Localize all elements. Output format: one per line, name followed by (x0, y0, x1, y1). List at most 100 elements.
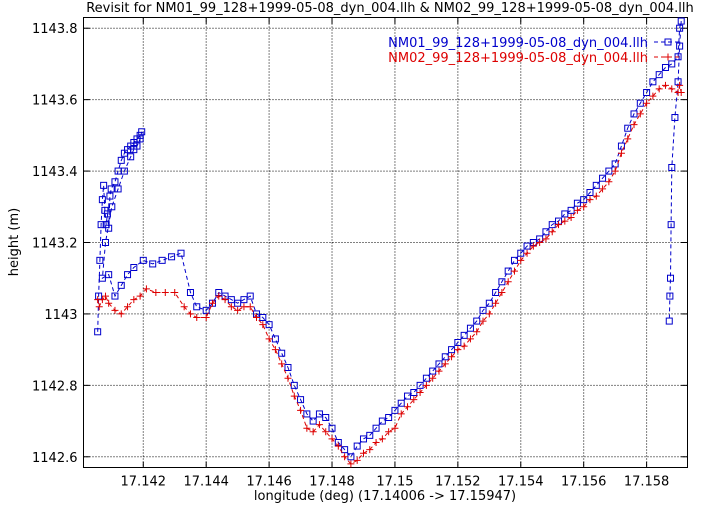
data-point (328, 435, 336, 443)
data-point (130, 264, 138, 271)
data-point (322, 414, 330, 421)
series-2 (94, 81, 685, 468)
data-point (186, 310, 194, 318)
x-tick-label: 17.144 (183, 475, 229, 490)
data-point (378, 435, 386, 443)
y-tick-label: 1143.2 (32, 237, 78, 252)
data-point (103, 210, 111, 218)
data-point (193, 314, 201, 321)
data-point (297, 406, 305, 414)
data-point (284, 374, 292, 382)
data-point (284, 364, 292, 371)
data-point (624, 124, 632, 132)
series-line (97, 20, 682, 458)
legend-label: NM02_99_128+1999-05-08_dyn_004.llh (388, 51, 648, 66)
y-tick-label: 1143 (44, 308, 77, 323)
data-point (149, 260, 157, 268)
x-tick-label: 17.154 (498, 475, 544, 490)
plot-frame (83, 17, 688, 468)
data-point (655, 71, 663, 79)
data-point (271, 346, 279, 354)
data-point (94, 328, 102, 336)
data-point (649, 78, 657, 86)
data-point (643, 99, 651, 107)
data-point (592, 181, 600, 189)
legend: NM01_99_128+1999-05-08_dyn_004.llhNM02_9… (388, 36, 682, 66)
data-point (676, 24, 684, 32)
data-point (599, 185, 607, 193)
data-point (127, 153, 135, 161)
data-point (98, 196, 106, 204)
data-point (611, 167, 619, 175)
data-point (117, 310, 125, 318)
data-point (366, 446, 374, 454)
data-point (561, 210, 569, 218)
data-point (240, 296, 248, 304)
data-point (580, 203, 588, 211)
chart-title: Revisit for NM01_99_128+1999-05-08_dyn_0… (86, 1, 694, 16)
data-point (105, 224, 113, 232)
data-point (668, 85, 676, 93)
data-point (171, 289, 179, 296)
x-tick-label: 17.142 (121, 475, 167, 490)
data-point (667, 221, 675, 229)
data-point (385, 414, 393, 421)
data-point (240, 303, 248, 311)
data-point (106, 192, 114, 200)
data-point (98, 296, 106, 304)
data-point (542, 235, 550, 243)
data-point (322, 428, 330, 436)
data-point (347, 460, 355, 468)
data-point (97, 221, 105, 229)
data-point (265, 335, 273, 343)
data-point (599, 174, 607, 182)
data-point (649, 92, 657, 100)
data-point (98, 274, 106, 282)
data-point (152, 289, 160, 296)
data-point (315, 421, 323, 429)
data-point (454, 346, 462, 354)
series-line (97, 84, 682, 465)
x-tick-label: 17.158 (624, 475, 670, 490)
data-point (290, 381, 298, 389)
data-point (676, 42, 684, 50)
data-point (567, 214, 575, 221)
data-point (227, 303, 235, 311)
x-tick-label: 17.156 (561, 475, 607, 490)
data-point (278, 349, 286, 357)
data-point (661, 81, 669, 89)
data-point (111, 292, 119, 300)
y-tick-label: 1142.8 (32, 379, 78, 394)
data-point (586, 196, 594, 204)
data-point (95, 303, 103, 311)
data-point (429, 374, 437, 382)
data-point (448, 353, 456, 361)
data-point (378, 417, 386, 425)
data-point (617, 142, 625, 150)
data-point (117, 156, 125, 164)
data-point (180, 303, 188, 311)
data-point (661, 64, 669, 71)
data-point (297, 396, 305, 404)
data-point (636, 110, 644, 118)
plot-area (83, 17, 688, 468)
data-point (105, 299, 113, 307)
data-point (341, 453, 349, 461)
data-point (341, 446, 349, 454)
data-point (460, 342, 468, 350)
data-point (105, 271, 113, 279)
data-point (96, 256, 104, 264)
data-point (372, 424, 380, 432)
data-point (158, 256, 166, 264)
data-point (677, 89, 685, 96)
data-point (290, 392, 298, 400)
axis-ticks: 17.142 17.144 17.146 17.148 17.15 17.152 17.15… (32, 17, 688, 490)
data-point (385, 428, 393, 436)
y-axis-title: height (m) (7, 208, 22, 276)
data-point (416, 389, 424, 396)
data-point (422, 381, 430, 389)
data-point (136, 292, 144, 300)
data-point (259, 321, 267, 329)
data-point (665, 317, 673, 325)
